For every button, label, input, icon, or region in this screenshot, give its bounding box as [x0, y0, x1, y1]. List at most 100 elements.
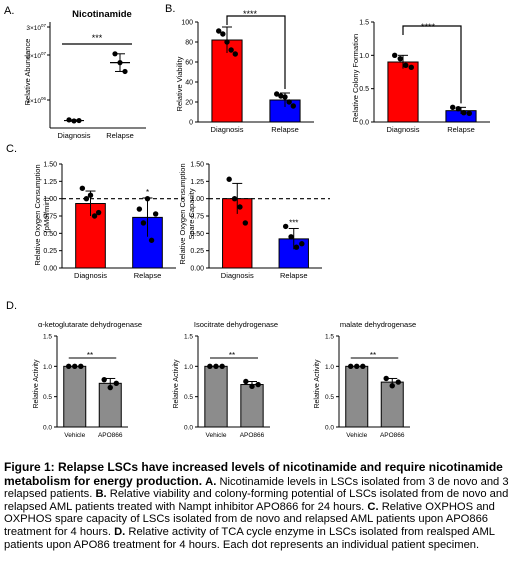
- x-tick-label: Diagnosis: [74, 271, 107, 280]
- data-point: [91, 213, 98, 219]
- data-point: [213, 363, 219, 370]
- data-point: [76, 117, 82, 124]
- y-tick-label: 0.50: [190, 231, 204, 238]
- x-tick-label: Vehicle: [346, 432, 367, 439]
- panel-d2-title: Isocitrate dehydrogenase: [194, 320, 278, 329]
- bar: [387, 61, 419, 123]
- data-point: [397, 55, 403, 62]
- x-tick-label: APO866: [98, 432, 123, 439]
- bar: [204, 365, 228, 428]
- panel-d2-ylabel: Relative Activity: [173, 359, 180, 409]
- panel-b1-ylabel: Relative Viability: [175, 56, 184, 111]
- x-tick-label: Diagnosis: [387, 125, 420, 134]
- panel-b: B. Relative Viability **** Relative Colo…: [165, 3, 435, 122]
- data-point: [140, 220, 147, 226]
- caption-panel-label: B.: [95, 488, 107, 501]
- significance-bracket: [402, 25, 462, 104]
- x-tick-label: Diagnosis: [221, 271, 254, 280]
- caption-title: Figure 1: Relapse LSCs have increased le…: [4, 460, 503, 488]
- data-point: [144, 195, 151, 202]
- y-tick-label: 0.5: [325, 394, 334, 401]
- panel-a-letter: A.: [4, 5, 14, 17]
- y-tick-label: 0.00: [43, 266, 57, 273]
- caption-panel-label: A.: [205, 475, 217, 488]
- panel-d3-significance: **: [370, 351, 376, 360]
- y-tick-label: 1.25: [43, 179, 57, 186]
- y-tick-label: 1.00: [190, 196, 204, 203]
- data-point: [395, 379, 402, 385]
- y-tick-label: 0.00: [190, 266, 204, 273]
- caption-panel-text: Nicotinamide levels in LSCs isolated fro…: [4, 475, 509, 501]
- data-point: [403, 62, 409, 69]
- panel-a-significance: ***: [92, 33, 103, 43]
- y-tick-label: 0.25: [190, 248, 204, 255]
- data-point: [408, 64, 414, 71]
- panel-b2-significance: ****: [421, 22, 436, 32]
- y-tick-label: 0.25: [43, 248, 57, 255]
- data-point: [232, 51, 238, 57]
- data-point: [231, 195, 238, 202]
- data-point: [148, 237, 155, 243]
- y-tick-label: 1.0: [325, 364, 334, 371]
- panel-c1-ylabel: Relative Oxygen Consumption(pMol/min): [33, 164, 51, 265]
- bar: [345, 365, 369, 428]
- panel-a: A. Nicotinamide Relative Abundance 3×100…: [4, 5, 134, 140]
- data-point: [461, 109, 467, 116]
- y-tick-label: 0: [189, 120, 193, 127]
- data-point: [290, 103, 296, 109]
- y-tick-label: 0.0: [359, 120, 369, 127]
- significance-marker: *: [146, 188, 149, 197]
- data-point: [288, 234, 294, 240]
- y-tick-label: 1.5: [325, 334, 334, 341]
- data-point: [219, 363, 225, 370]
- data-point: [95, 209, 102, 216]
- data-point: [455, 105, 461, 112]
- data-point: [354, 363, 360, 370]
- data-point: [220, 31, 226, 37]
- panel-c-letter: C.: [6, 143, 17, 155]
- panel-a-ytick: 1×1006: [26, 96, 46, 105]
- data-point: [278, 93, 284, 99]
- data-point: [299, 241, 305, 247]
- y-tick-label: 0.0: [325, 425, 334, 432]
- significance-bracket: [226, 15, 286, 89]
- y-tick-label: 1.00: [43, 196, 57, 203]
- data-point: [347, 363, 354, 370]
- y-tick-label: 60: [185, 60, 193, 67]
- data-point: [249, 383, 255, 390]
- caption-panel-text: Relative viability and colony-forming po…: [4, 488, 509, 513]
- data-point: [66, 117, 72, 123]
- chart-marks: 0 20 40 60 80 100 Diagnosis Relapse 0.0 0.5 1.0 1.5…: [43, 15, 490, 439]
- data-point: [71, 118, 77, 124]
- panel-a-ytick: 2×1007: [26, 51, 46, 60]
- caption-panel-label: C.: [367, 500, 379, 513]
- panel-a-ylabel: Relative Abundance: [23, 39, 32, 106]
- panel-d: D. α-ketoglutarate dehydrogenase Isocitr…: [6, 300, 416, 409]
- data-point: [112, 51, 118, 57]
- data-point: [282, 94, 288, 100]
- caption-panel-label: D.: [114, 525, 126, 538]
- data-point: [101, 376, 107, 383]
- panel-d1-title: α-ketoglutarate dehydrogenase: [38, 320, 142, 329]
- y-tick-label: 1.0: [184, 364, 193, 371]
- x-tick-label: Vehicle: [64, 432, 85, 439]
- data-point: [107, 384, 113, 391]
- bar: [240, 384, 264, 428]
- caption-panel-text: Relative activity of TCA cycle enzyme in…: [4, 525, 495, 551]
- y-tick-label: 1.50: [43, 162, 57, 169]
- y-tick-label: 0.50: [43, 231, 57, 238]
- data-point: [389, 383, 395, 389]
- y-tick-label: 0.75: [43, 214, 57, 221]
- y-tick-label: 20: [185, 100, 193, 107]
- y-tick-label: 1.5: [184, 334, 193, 341]
- x-tick-label: Relapse: [271, 125, 299, 134]
- panel-d2-significance: **: [229, 351, 235, 360]
- x-tick-label: APO866: [380, 432, 405, 439]
- y-tick-label: 1.50: [190, 162, 204, 169]
- data-point: [243, 378, 249, 385]
- data-point: [152, 211, 159, 217]
- data-point: [360, 363, 366, 370]
- data-point: [392, 52, 398, 59]
- data-point: [226, 176, 232, 182]
- data-point: [383, 375, 389, 382]
